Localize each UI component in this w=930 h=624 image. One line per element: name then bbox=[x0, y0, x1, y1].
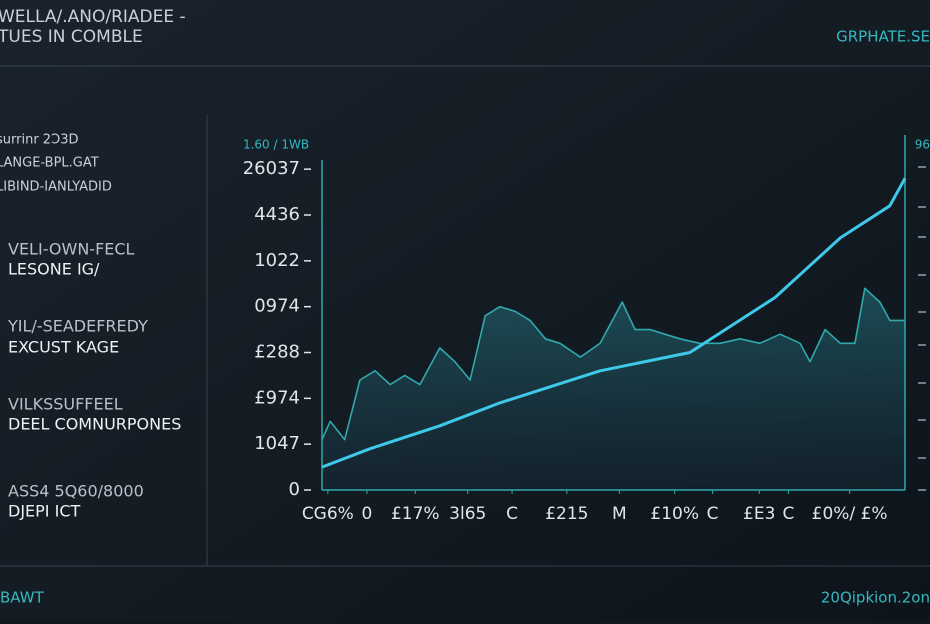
sidebar-line: LANGE-BPL.GAT bbox=[0, 156, 99, 171]
y2-label: 96 bbox=[915, 138, 930, 152]
header-subtitle: TUES IN COMBLE bbox=[0, 27, 143, 47]
x-tick-label: £215 bbox=[545, 504, 588, 524]
y-tick-label: £288 bbox=[254, 342, 300, 363]
y-tick-label: 0 bbox=[289, 479, 300, 500]
x-tick-label: C bbox=[782, 504, 794, 524]
area bbox=[322, 288, 905, 490]
group-label: ASS4 5Q60/8000 bbox=[8, 482, 144, 501]
x-tick-label: C bbox=[707, 504, 719, 524]
x-tick-label: M bbox=[612, 504, 627, 524]
sidebar-line: LIBIND-IANLYADID bbox=[0, 180, 112, 195]
x-tick-label: CG6% bbox=[302, 504, 354, 524]
series-line bbox=[321, 177, 907, 469]
group-value: DEEL COMNURPONES bbox=[8, 415, 181, 434]
group-label: YIL/-SEADEFREDY bbox=[7, 317, 148, 336]
y-tick-label: 1022 bbox=[254, 250, 300, 271]
x-tick-label: £10% bbox=[650, 504, 699, 524]
x-tick-label: C bbox=[506, 504, 518, 524]
y-tick-label: £974 bbox=[254, 387, 300, 408]
group-label: VILKSSUFFEEL bbox=[8, 395, 123, 414]
sidebar-line: surrinr 2Ɔ3D bbox=[0, 133, 79, 148]
group-value: DJEPI ICT bbox=[8, 502, 80, 521]
y-tick-label: 1047 bbox=[254, 433, 300, 454]
y-tick-label: 26037 bbox=[243, 158, 300, 179]
brand: GRPHATE.SE bbox=[836, 28, 930, 46]
x-tick-label: £E3 bbox=[743, 504, 775, 524]
y-tick-label: 4436 bbox=[254, 204, 300, 225]
group-value: EXCUST KAGE bbox=[8, 338, 119, 357]
y-tick-label: 0974 bbox=[254, 296, 300, 317]
axis-label: 1.60 / 1WB bbox=[243, 138, 309, 152]
footer-left: BAWT bbox=[0, 589, 45, 607]
group-label: VELI-OWN-FECL bbox=[8, 240, 135, 259]
header-title: WELLA/.ANO/RIADEE - bbox=[0, 7, 186, 27]
series-line bbox=[321, 287, 905, 441]
group-value: LESONE IG/ bbox=[8, 260, 100, 279]
footer-right: 20Qipkion.2on bbox=[821, 589, 930, 607]
x-tick-label: 0 bbox=[361, 504, 372, 524]
x-tick-label: £17% bbox=[391, 504, 440, 524]
right-axis-dashes bbox=[918, 166, 926, 491]
x-tick-label: 3l65 bbox=[449, 504, 486, 524]
x-tick-label: £0%/ £% bbox=[812, 504, 888, 524]
